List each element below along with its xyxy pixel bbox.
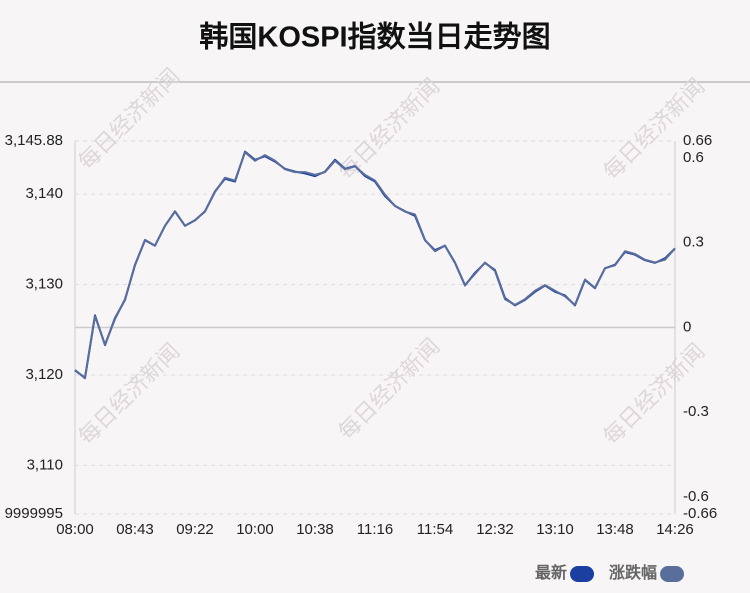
y-tick-label: 3,145.88 [5,132,63,149]
x-tick-label: 14:26 [656,521,694,538]
y2-tick-label: 0 [683,318,691,335]
watermark: 每日经济新闻 [599,74,710,185]
y2-tick-label: -0.6 [683,488,709,505]
x-tick-label: 11:16 [357,521,393,538]
x-tick-label: 13:48 [596,521,634,538]
y-tick-label: 3,110 [27,456,63,473]
x-tick-label: 09:22 [176,521,214,538]
y2-tick-label: 0.3 [683,234,704,251]
legend-label: 涨跌幅 [609,563,657,582]
watermark: 每日经济新闻 [74,64,185,175]
watermark: 每日经济新闻 [334,334,445,445]
x-tick-label: 11:54 [417,521,453,538]
legend-swatch [570,566,595,582]
y2-tick-label: 0.6 [683,149,704,166]
x-tick-label: 08:00 [56,521,94,538]
chart-title: 韩国KOSPI指数当日走势图 [199,21,550,54]
y2-tick-label: 0.66 [683,132,712,149]
series-line [74,151,676,380]
y2-tick-label: -0.66 [683,505,717,522]
y-tick-label: 3,130 [25,276,63,293]
watermark: 每日经济新闻 [599,339,710,450]
y2-tick-label: -0.3 [683,403,709,420]
x-tick-label: 10:38 [296,521,334,538]
y-tick-label: 3,140 [25,185,63,202]
x-tick-label: 12:32 [476,521,514,538]
y-tick-label: 9999995 [5,505,63,522]
x-tick-label: 13:10 [536,521,574,538]
legend-swatch [660,566,685,582]
y-tick-label: 3,120 [25,366,63,383]
legend-label: 最新 [535,563,567,582]
watermark: 每日经济新闻 [74,339,185,450]
x-tick-label: 08:43 [116,521,154,538]
x-tick-label: 10:00 [236,521,274,538]
